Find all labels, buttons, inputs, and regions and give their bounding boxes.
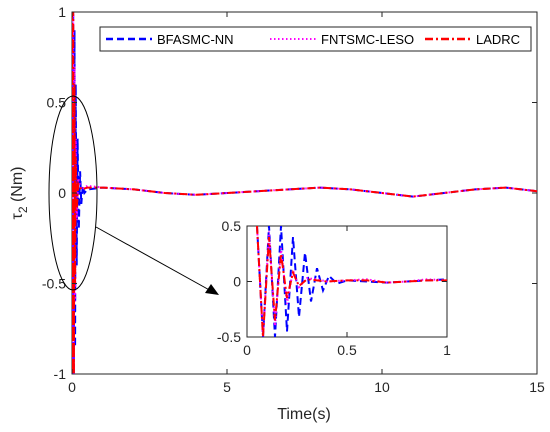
inset-x-tick-label: 0	[243, 342, 251, 358]
zoom-ellipse	[48, 95, 98, 291]
main-y-tick-label: 0.5	[47, 95, 67, 111]
zoom-arrow-head	[205, 284, 219, 295]
inset-x-tick-label: 1	[443, 342, 451, 358]
inset-y-tick-label: 0.5	[222, 218, 242, 234]
main-x-tick-label: 10	[374, 379, 390, 395]
inset-y-tick-label: 0	[233, 274, 241, 290]
y-axis-unit: (Nm)	[9, 167, 26, 207]
y-axis-label: τ2 (Nm)	[9, 167, 30, 220]
inset-ticks-group: 0 0.5 1-0.500.5	[217, 218, 451, 358]
main-y-tick-label: 0	[58, 185, 66, 201]
legend-label-bfasmc-nn: BFASMC-NN	[157, 32, 234, 47]
x-axis-label: Time(s)	[277, 406, 331, 423]
main-x-tick-label: 0	[68, 379, 76, 395]
main-y-tick-label: -0.5	[42, 276, 66, 292]
main-series-group	[72, 12, 537, 374]
main-ticks-group: 0 5 10 15-1-0.500.51	[42, 4, 545, 395]
inset-x-tick-label: 0.5	[337, 342, 357, 358]
main-y-tick-label: 1	[58, 4, 66, 20]
main-y-tick-label: -1	[54, 366, 67, 382]
legend-label-fntsmc-leso: FNTSMC-LESO	[321, 32, 414, 47]
y-axis-symbol: τ	[9, 213, 26, 220]
inset-y-tick-label: -0.5	[217, 329, 241, 345]
inset-series-ladrc	[256, 226, 447, 337]
inset-series-group	[256, 226, 447, 337]
zoom-arrow-line	[95, 226, 214, 293]
main-x-tick-label: 15	[529, 379, 545, 395]
legend-label-ladrc: LADRC	[476, 32, 520, 47]
main-x-tick-label: 5	[223, 379, 231, 395]
legend: BFASMC-NN FNTSMC-LESO LADRC	[99, 26, 532, 52]
main-series-ladrc	[72, 12, 537, 374]
y-axis-subscript: 2	[16, 206, 30, 213]
inset-series-fntsmc-leso	[256, 226, 447, 337]
